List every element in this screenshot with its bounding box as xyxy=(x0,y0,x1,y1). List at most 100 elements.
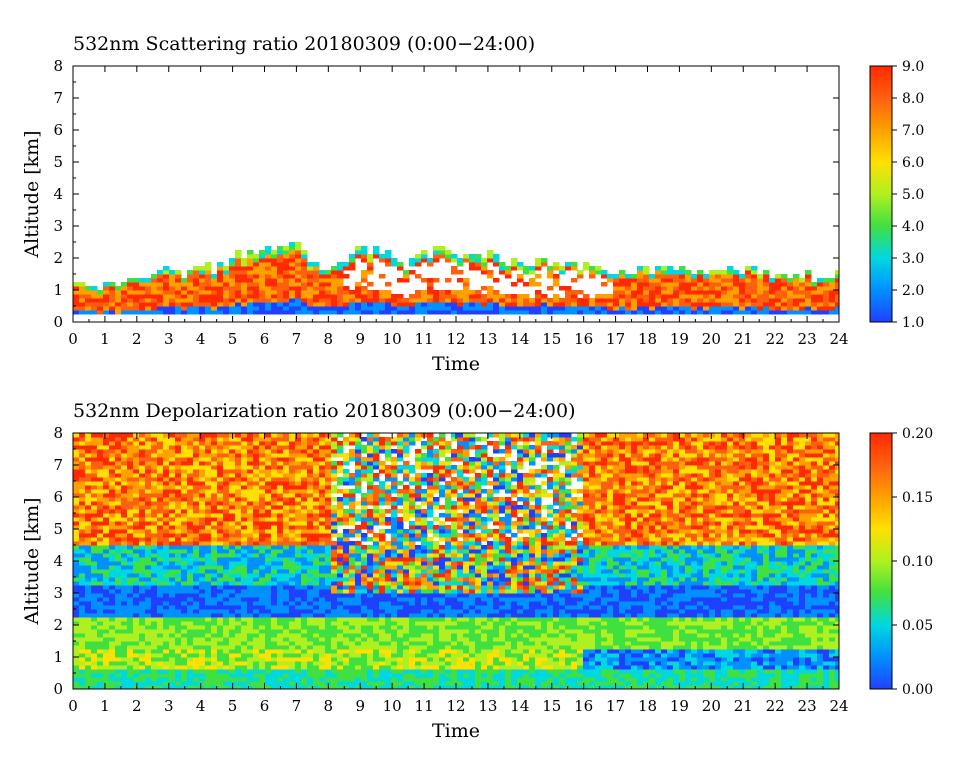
heatmap-cell xyxy=(259,509,266,514)
heatmap-cell xyxy=(403,573,410,578)
heatmap-cell xyxy=(325,529,332,534)
heatmap-cell xyxy=(241,457,248,462)
heatmap-cell xyxy=(325,473,332,478)
heatmap-cell xyxy=(529,310,536,315)
heatmap-cell xyxy=(373,513,380,518)
heatmap-cell xyxy=(235,449,242,454)
heatmap-cell xyxy=(139,449,146,454)
heatmap-cell xyxy=(271,573,278,578)
heatmap-cell xyxy=(97,461,104,466)
heatmap-cell xyxy=(379,294,386,299)
heatmap-cell xyxy=(289,685,296,689)
heatmap-cell xyxy=(313,298,320,303)
heatmap-cell xyxy=(211,461,218,466)
heatmap-cell xyxy=(373,306,380,311)
heatmap-cell xyxy=(313,497,320,502)
heatmap-cell xyxy=(313,673,320,678)
heatmap-cell xyxy=(133,653,140,658)
heatmap-cell xyxy=(301,685,308,689)
heatmap-cell xyxy=(511,266,518,271)
heatmap-cell xyxy=(151,597,158,602)
heatmap-cell xyxy=(103,637,110,642)
heatmap-cell xyxy=(391,681,398,686)
heatmap-cell xyxy=(427,278,434,283)
heatmap-cell xyxy=(691,278,698,283)
heatmap-cell xyxy=(163,278,170,283)
heatmap-cell xyxy=(361,445,368,450)
heatmap-cell xyxy=(637,282,644,287)
heatmap-cell xyxy=(241,298,248,303)
heatmap-cell xyxy=(85,577,92,582)
heatmap-cell xyxy=(103,529,110,534)
heatmap-cell xyxy=(223,545,230,550)
heatmap-cell xyxy=(235,577,242,582)
heatmap-cell xyxy=(73,533,80,538)
heatmap-cell xyxy=(217,633,224,638)
heatmap-cell xyxy=(319,685,326,689)
heatmap-cell xyxy=(223,605,230,610)
heatmap-cell xyxy=(355,577,362,582)
heatmap-cell xyxy=(151,437,158,442)
heatmap-cell xyxy=(295,306,302,311)
heatmap-cell xyxy=(385,653,392,658)
heatmap-cell xyxy=(457,310,464,315)
heatmap-cell xyxy=(409,302,416,307)
heatmap-cell xyxy=(367,609,374,614)
heatmap-cell xyxy=(181,529,188,534)
heatmap-cell xyxy=(313,593,320,598)
heatmap-cell xyxy=(277,649,284,654)
heatmap-cell xyxy=(217,557,224,562)
heatmap-cell xyxy=(763,306,770,311)
heatmap-cell xyxy=(127,493,134,498)
heatmap-cell xyxy=(349,609,356,614)
heatmap-cell xyxy=(349,577,356,582)
heatmap-cell xyxy=(199,473,206,478)
heatmap-cell xyxy=(385,629,392,634)
heatmap-cell xyxy=(313,565,320,570)
heatmap-cell xyxy=(283,549,290,554)
heatmap-cell xyxy=(283,605,290,610)
heatmap-cell xyxy=(205,525,212,530)
heatmap-cell xyxy=(385,597,392,602)
heatmap-cell xyxy=(385,645,392,650)
heatmap-cell xyxy=(139,657,146,662)
heatmap-cell xyxy=(115,597,122,602)
heatmap-cell xyxy=(355,657,362,662)
heatmap-cell xyxy=(211,581,218,586)
heatmap-cell xyxy=(373,637,380,642)
heatmap-cell xyxy=(391,649,398,654)
heatmap-cell xyxy=(97,529,104,534)
heatmap-cell xyxy=(181,294,188,299)
heatmap-cell xyxy=(481,266,488,271)
heatmap-cell xyxy=(133,641,140,646)
heatmap-cell xyxy=(223,685,230,689)
heatmap-cell xyxy=(73,525,80,530)
heatmap-cell xyxy=(91,589,98,594)
heatmap-cell xyxy=(601,282,608,287)
heatmap-cell xyxy=(151,569,158,574)
heatmap-cell xyxy=(277,465,284,470)
heatmap-cell xyxy=(199,282,206,287)
heatmap-cell xyxy=(121,561,128,566)
heatmap-cell xyxy=(145,569,152,574)
heatmap-cell xyxy=(697,298,704,303)
heatmap-cell xyxy=(103,505,110,510)
heatmap-cell xyxy=(811,298,818,303)
heatmap-cell xyxy=(829,294,836,299)
heatmap-cell xyxy=(175,457,182,462)
heatmap-cell xyxy=(199,617,206,622)
heatmap-cell xyxy=(679,286,686,291)
heatmap-cell xyxy=(727,306,734,311)
heatmap-cell xyxy=(307,521,314,526)
heatmap-cell xyxy=(313,465,320,470)
heatmap-cell xyxy=(151,617,158,622)
heatmap-cell xyxy=(703,286,710,291)
heatmap-cell xyxy=(301,633,308,638)
heatmap-cell xyxy=(241,497,248,502)
heatmap-cell xyxy=(379,254,386,259)
heatmap-cell xyxy=(709,274,716,279)
heatmap-cell xyxy=(661,282,668,287)
heatmap-cell xyxy=(85,473,92,478)
heatmap-cell xyxy=(145,457,152,462)
heatmap-cell xyxy=(157,641,164,646)
